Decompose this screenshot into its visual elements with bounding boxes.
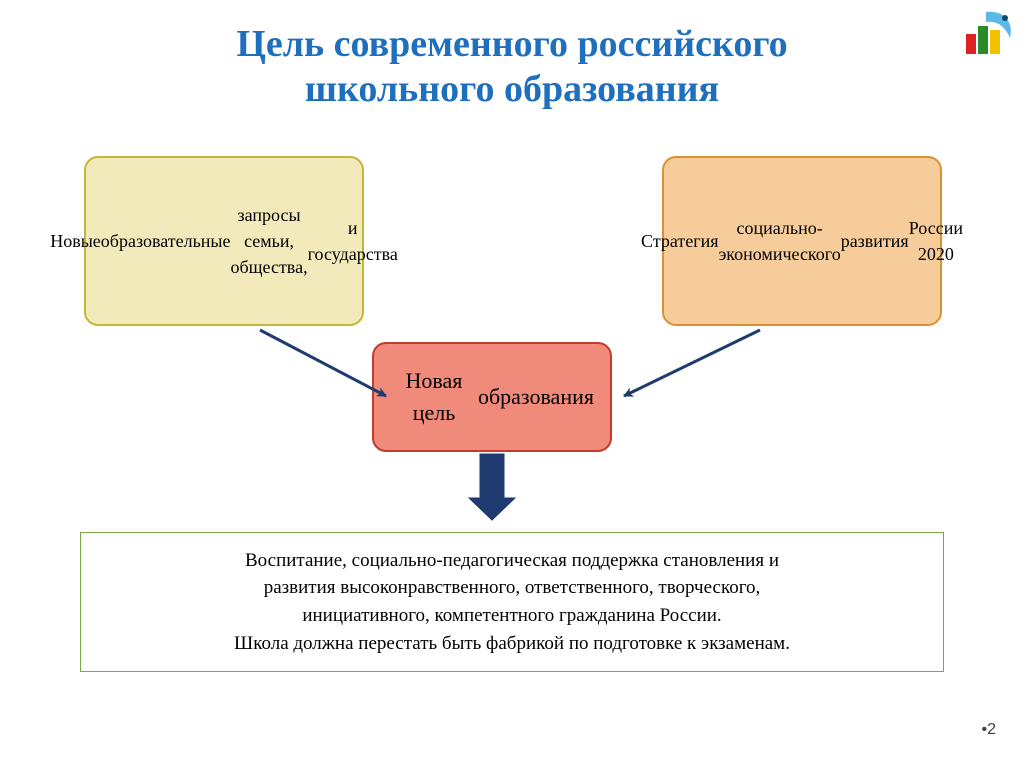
box-left-line2: запросы семьи, общества, — [231, 202, 308, 280]
box-right-line2: развития — [841, 228, 909, 254]
title-line2: школьного образования — [0, 67, 1024, 112]
slide-title: Цель современного российскогошкольного о… — [0, 22, 1024, 112]
title-line1: Цель современного российского — [0, 22, 1024, 67]
box-right-line0: Стратегия — [641, 228, 719, 254]
box-center-line0: Новая цель — [390, 365, 478, 429]
slide: { "title": { "line1": "Цель современного… — [0, 0, 1024, 767]
bottom-line0: Воспитание, социально-педагогическая под… — [234, 547, 790, 575]
bottom-line3: Школа должна перестать быть фабрикой по … — [234, 630, 790, 658]
bottom-line2: инициативного, компетентного гражданина … — [234, 602, 790, 630]
box-left-line1: образовательные — [101, 228, 231, 254]
arrow-left — [260, 330, 386, 396]
box-left-line0: Новые — [50, 228, 101, 254]
box-right-line1: социально-экономического — [719, 215, 841, 267]
input-box-right: Стратегиясоциально-экономическогоразвити… — [662, 156, 942, 326]
center-goal-box: Новая цельобразования — [372, 342, 612, 452]
page-number-value: 2 — [987, 721, 996, 738]
page-number: •2 — [981, 721, 996, 739]
box-left-line3: и государства — [308, 215, 398, 267]
input-box-left: Новыеобразовательныезапросы семьи, общес… — [84, 156, 364, 326]
box-center-line1: образования — [478, 381, 594, 413]
arrow-down — [469, 454, 515, 520]
outcome-box: Воспитание, социально-педагогическая под… — [80, 532, 944, 672]
box-right-line3: России 2020 — [909, 215, 963, 267]
arrow-right — [624, 330, 760, 396]
bottom-line1: развития высоконравственного, ответствен… — [234, 574, 790, 602]
